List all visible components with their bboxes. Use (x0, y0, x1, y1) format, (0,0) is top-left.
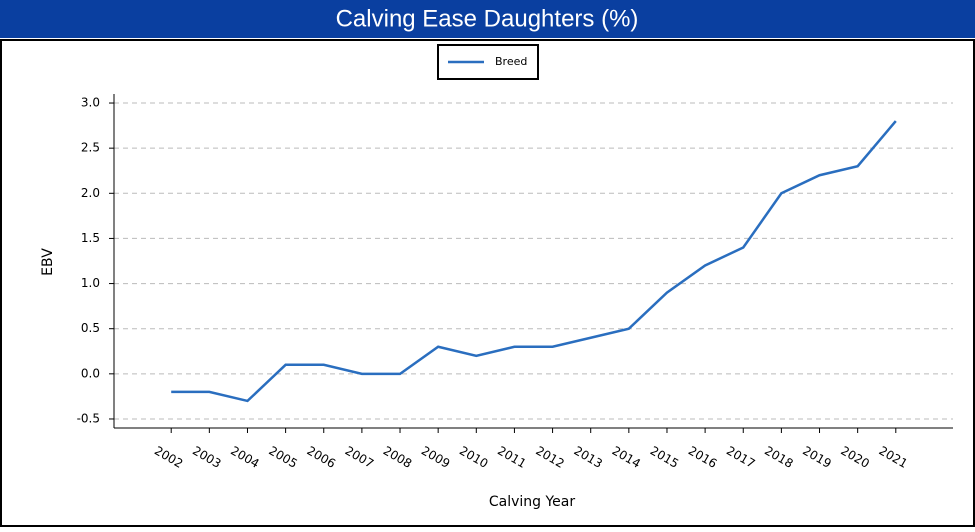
x-tick-label: 2020 (838, 444, 871, 471)
y-tick-label: 2.5 (81, 141, 100, 155)
x-tick-label: 2019 (800, 444, 833, 471)
header-bar (0, 0, 975, 38)
x-tick-label: 2006 (305, 444, 338, 471)
y-tick-label: 2.0 (81, 186, 100, 200)
line-series (171, 120, 897, 403)
x-tick-label: 2017 (724, 444, 757, 471)
y-axis-label: EBV (40, 248, 56, 276)
frame (0, 39, 975, 527)
x-tick-label: 2009 (419, 444, 452, 471)
x-tick-label: 2005 (266, 444, 299, 471)
x-tick-label: 2007 (343, 444, 376, 471)
x-tick-label: 2010 (457, 444, 490, 471)
x-tick-label: 2011 (495, 444, 528, 471)
x-tick-label: 2012 (533, 444, 566, 471)
x-tick-label: 2021 (877, 444, 910, 471)
y-tick-label: -0.5 (77, 411, 100, 425)
chart-title: Calving Ease Daughters (%) (336, 5, 639, 32)
x-tick-label: 2013 (571, 444, 604, 471)
x-tick-label: 2008 (381, 444, 414, 471)
x-tick-label: 2002 (152, 444, 185, 471)
y-tick-label: 3.0 (81, 96, 100, 110)
y-tick-label: 0.5 (81, 321, 100, 335)
legend-label: Breed (495, 55, 527, 68)
y-tick-label: 0.0 (81, 366, 100, 380)
x-tick-label: 2018 (762, 444, 795, 471)
y-tick-label: 1.0 (81, 276, 100, 290)
x-tick-label: 2003 (190, 444, 223, 471)
x-tick-label: 2014 (610, 444, 643, 471)
x-tick-label: 2015 (648, 444, 681, 471)
x-axis-label: Calving Year (489, 494, 576, 510)
x-tick-label: 2016 (686, 444, 719, 471)
x-tick-label: 2004 (228, 444, 261, 471)
y-tick-label: 1.5 (81, 231, 100, 245)
